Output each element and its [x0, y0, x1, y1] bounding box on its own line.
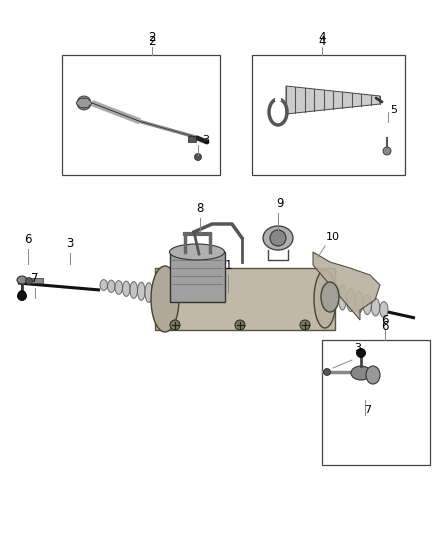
Ellipse shape: [363, 295, 371, 314]
Ellipse shape: [100, 280, 107, 290]
Text: 8: 8: [196, 202, 204, 215]
Text: 5: 5: [390, 105, 397, 115]
Ellipse shape: [330, 281, 338, 309]
Circle shape: [383, 147, 391, 155]
Ellipse shape: [321, 282, 339, 312]
Ellipse shape: [263, 226, 293, 250]
Text: 6: 6: [24, 233, 32, 246]
Ellipse shape: [17, 276, 27, 284]
Text: 7: 7: [31, 272, 39, 285]
Ellipse shape: [346, 288, 355, 311]
Circle shape: [357, 349, 365, 358]
Bar: [252, 55, 405, 175]
Text: 7: 7: [364, 405, 371, 415]
Text: 6: 6: [381, 314, 389, 327]
Circle shape: [77, 96, 91, 110]
Bar: [62, 55, 220, 175]
Text: 1: 1: [224, 259, 232, 272]
Text: 2: 2: [148, 35, 156, 48]
Ellipse shape: [355, 292, 363, 313]
Bar: [155, 268, 335, 330]
Ellipse shape: [314, 270, 336, 328]
Text: 9: 9: [276, 197, 284, 210]
Circle shape: [79, 98, 89, 108]
Text: 10: 10: [326, 232, 340, 242]
Bar: [29, 278, 43, 283]
Ellipse shape: [170, 244, 225, 260]
Polygon shape: [76, 99, 92, 107]
Text: 2: 2: [148, 31, 156, 44]
Circle shape: [18, 292, 27, 301]
Bar: [188, 136, 196, 142]
Ellipse shape: [145, 282, 152, 302]
Ellipse shape: [151, 266, 179, 332]
Circle shape: [25, 278, 32, 285]
Ellipse shape: [123, 281, 130, 296]
Ellipse shape: [338, 285, 346, 310]
Ellipse shape: [115, 281, 123, 294]
Text: 3: 3: [202, 135, 209, 145]
Ellipse shape: [351, 366, 371, 380]
Ellipse shape: [366, 366, 380, 384]
Circle shape: [194, 154, 201, 160]
Circle shape: [81, 100, 87, 106]
Circle shape: [270, 230, 286, 246]
Polygon shape: [286, 86, 380, 114]
Bar: [170, 252, 225, 302]
Circle shape: [18, 290, 25, 297]
Ellipse shape: [380, 302, 388, 318]
Circle shape: [170, 320, 180, 330]
Ellipse shape: [138, 282, 145, 301]
Ellipse shape: [371, 298, 380, 316]
Ellipse shape: [130, 281, 138, 298]
Text: 6: 6: [381, 320, 389, 333]
Bar: [322, 340, 430, 465]
Circle shape: [235, 320, 245, 330]
Text: 3: 3: [66, 237, 74, 250]
Polygon shape: [313, 252, 380, 320]
Circle shape: [324, 368, 331, 376]
Text: 4: 4: [318, 35, 326, 48]
Text: 3: 3: [354, 343, 361, 353]
Text: 4: 4: [318, 31, 326, 44]
Circle shape: [300, 320, 310, 330]
Ellipse shape: [107, 280, 115, 293]
Ellipse shape: [152, 283, 160, 304]
